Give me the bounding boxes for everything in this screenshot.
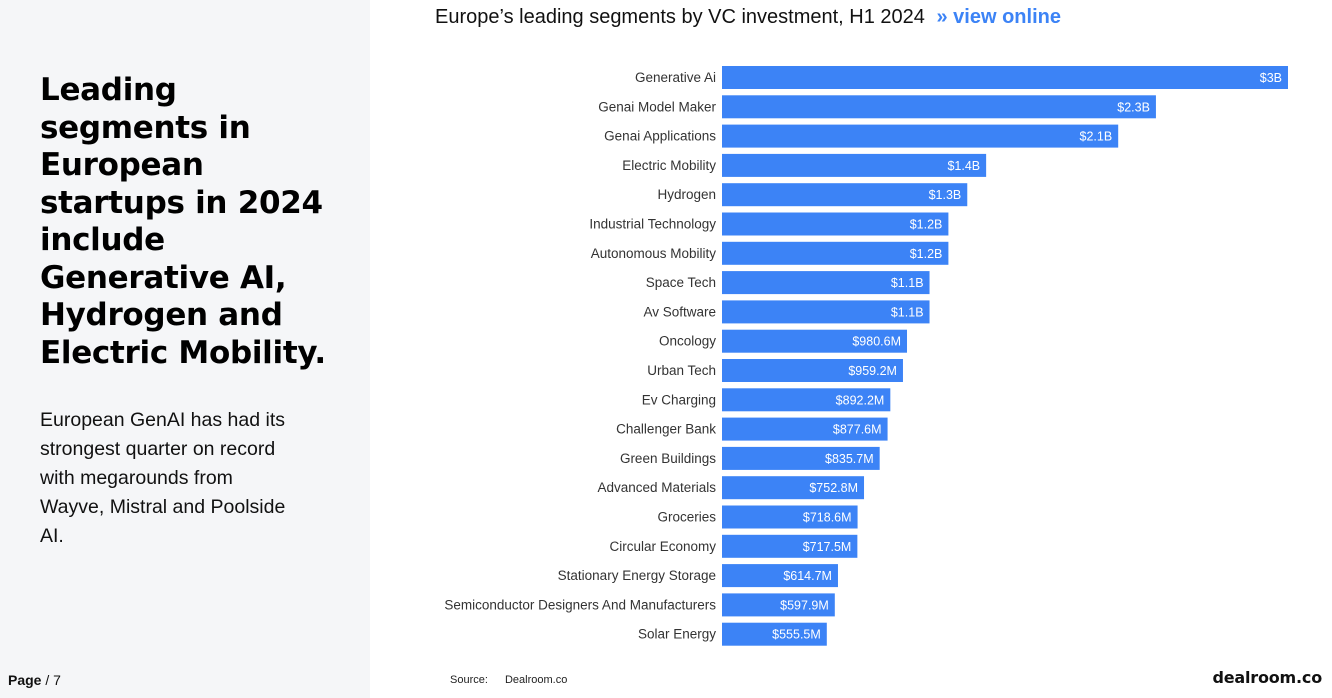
chart-title-row: Europe’s leading segments by VC investme… [435, 3, 1061, 31]
value-label: $959.2M [848, 364, 897, 378]
category-label: Genai Model Maker [598, 99, 716, 114]
view-online-link[interactable]: » view online [936, 6, 1061, 28]
page-label: Page [8, 672, 42, 688]
category-label: Autonomous Mobility [591, 246, 717, 261]
value-label: $1.2B [910, 247, 943, 261]
value-label: $718.6M [803, 511, 852, 525]
value-label: $597.9M [780, 598, 829, 612]
left-panel: Leading segments in European startups in… [0, 0, 370, 698]
category-label: Genai Applications [604, 129, 716, 144]
bar-stationary-energy-storage [722, 564, 838, 588]
category-label: Hydrogen [657, 187, 716, 202]
bar-oncology [722, 329, 908, 353]
category-label: Solar Energy [638, 627, 716, 642]
category-label: Circular Economy [609, 539, 716, 554]
bar-generative-ai [722, 66, 1288, 89]
category-label: Industrial Technology [589, 217, 716, 232]
bar-solar-energy [722, 622, 827, 646]
body-text: European GenAI has had its strongest qua… [40, 409, 286, 547]
bar-semiconductor-designers-and-manufacturers [722, 593, 835, 617]
category-label: Groceries [657, 510, 716, 525]
value-label: $555.5M [772, 628, 821, 642]
bar-challenger-bank [722, 417, 888, 441]
value-label: $2.3B [1117, 100, 1150, 114]
bar-autonomous-mobility [722, 241, 949, 265]
bar-industrial-technology [722, 212, 949, 236]
value-label: $835.7M [825, 452, 874, 466]
category-label: Generative Ai [635, 70, 716, 85]
category-label: Ev Charging [642, 392, 716, 407]
bar-space-tech [722, 271, 930, 295]
category-label: Space Tech [646, 275, 716, 290]
chart-title: Europe’s leading segments by VC investme… [435, 6, 925, 28]
bar-genai-applications [722, 124, 1119, 148]
source-value: Dealroom.co [504, 674, 568, 686]
value-label: $717.5M [803, 540, 852, 554]
value-label: $877.6M [833, 423, 882, 437]
value-label: $980.6M [852, 335, 901, 349]
category-label: Green Buildings [620, 451, 716, 466]
category-label: Av Software [643, 304, 716, 319]
bar-green-buildings [722, 446, 880, 470]
bar-av-software [722, 300, 930, 324]
value-label: $1.2B [910, 218, 943, 232]
category-label: Challenger Bank [616, 422, 716, 437]
value-label: $614.7M [783, 569, 832, 583]
category-label: Semiconductor Designers And Manufacturer… [444, 597, 716, 612]
page-total: / 7 [45, 672, 61, 688]
category-label: Stationary Energy Storage [558, 568, 716, 583]
source-note: Source: Dealroom.co [450, 674, 567, 686]
value-label: $1.3B [929, 188, 962, 202]
page-indicator: Page / 7 [8, 672, 61, 688]
value-label: $1.1B [891, 305, 924, 319]
category-label: Advanced Materials [597, 480, 716, 495]
value-label: $1.4B [947, 159, 980, 173]
value-label: $752.8M [809, 481, 858, 495]
category-label: Oncology [659, 334, 716, 349]
value-label: $3B [1260, 71, 1282, 85]
dealroom-logo: dealroom.co [1212, 668, 1323, 687]
value-label: $1.1B [891, 276, 924, 290]
bar-urban-tech [722, 359, 903, 382]
bar-ev-charging [722, 388, 891, 412]
double-chevron-icon: » [936, 6, 948, 28]
bar-hydrogen [722, 183, 968, 207]
headline: Leading segments in European startups in… [40, 72, 326, 371]
bar-advanced-materials [722, 476, 865, 500]
view-online-label: view online [953, 6, 1061, 28]
source-label: Source: [450, 674, 488, 686]
category-label: Electric Mobility [622, 158, 716, 173]
bar-electric-mobility [722, 153, 987, 177]
bar-groceries [722, 505, 858, 529]
value-label: $2.1B [1080, 130, 1113, 144]
value-label: $892.2M [836, 393, 885, 407]
bar-genai-model-maker [722, 95, 1156, 119]
category-label: Urban Tech [647, 363, 716, 378]
bar-circular-economy [722, 534, 858, 558]
